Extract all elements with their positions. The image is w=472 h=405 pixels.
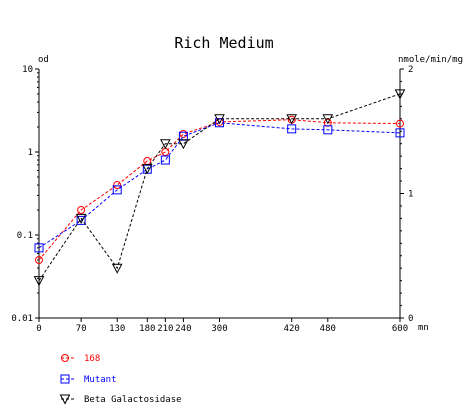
x-tick-label: 130 <box>109 324 125 334</box>
axes: 0.01 0.1 1 10 0 1 2 0 70 130 180 210 240 300 420 480 600 <box>11 65 413 334</box>
chart-title: Rich Medium <box>174 34 273 52</box>
data-point-mutant <box>323 125 333 135</box>
data-point-mutant <box>112 185 122 195</box>
data-point-beta-galactosidase <box>111 263 123 274</box>
data-point-mutant <box>160 155 170 165</box>
data-point-168 <box>113 181 122 190</box>
legend-item: Mutant <box>60 374 117 385</box>
y-axis-left-label: od <box>38 55 49 65</box>
data-point-beta-galactosidase <box>394 89 406 100</box>
x-tick-label: 180 <box>139 324 155 334</box>
data-point-mutant <box>34 243 44 253</box>
y-right-tick-label: 1 <box>408 190 413 200</box>
data-point-mutant <box>60 374 70 384</box>
series-beta-galactosidase <box>33 89 406 287</box>
data-point-mutant <box>395 128 405 138</box>
x-tick-label: 480 <box>320 324 336 334</box>
data-point-168 <box>35 255 43 264</box>
x-tick-label: 300 <box>211 324 227 334</box>
data-point-mutant <box>76 215 86 225</box>
data-point-168 <box>61 354 69 362</box>
data-point-beta-galactosidase <box>59 394 71 405</box>
legend-item: 168 <box>61 354 100 364</box>
y-left-tick-label: 10 <box>22 65 33 75</box>
legend-label: Mutant <box>84 375 117 385</box>
x-axis-label: mn <box>418 323 429 333</box>
x-tick-label: 240 <box>175 324 191 334</box>
legend-label: Beta Galactosidase <box>84 395 182 405</box>
data-point-168 <box>396 119 404 128</box>
data-point-mutant <box>287 124 297 134</box>
y-right-tick-label: 2 <box>408 65 413 75</box>
x-tick-label: 210 <box>157 324 173 334</box>
y-axis-right-label: nmole/min/mg <box>398 55 463 65</box>
data-point-168 <box>77 206 86 215</box>
data-point-beta-galactosidase <box>178 139 189 150</box>
data-point-beta-galactosidase <box>33 276 45 287</box>
data-point-beta-galactosidase <box>214 114 225 125</box>
y-right-tick-label: 0 <box>408 314 413 324</box>
data-point-beta-galactosidase <box>160 139 171 150</box>
data-point-beta-galactosidase <box>75 213 87 224</box>
series-line <box>38 93 401 281</box>
data-point-beta-galactosidase <box>141 164 153 175</box>
x-tick-label: 70 <box>76 324 87 334</box>
x-tick-label: 420 <box>284 324 300 334</box>
data-point-beta-galactosidase <box>286 114 298 125</box>
x-tick-label: 600 <box>392 324 408 334</box>
data-point-beta-galactosidase <box>322 114 334 125</box>
data-point-168 <box>179 129 188 138</box>
series-168 <box>35 115 404 264</box>
data-point-mutant <box>215 118 224 128</box>
y-left-tick-label: 0.1 <box>17 231 33 241</box>
series-line <box>38 122 401 249</box>
series-layer <box>33 89 406 287</box>
y-left-tick-label: 0.01 <box>11 314 33 324</box>
data-point-mutant <box>178 131 188 141</box>
legend-item: Beta Galactosidase <box>59 394 182 405</box>
series-line <box>38 119 401 261</box>
y-left-tick-label: 1 <box>28 148 33 158</box>
series-mutant <box>34 118 405 253</box>
legend: 168 Mutant Beta Galactosidase <box>59 354 182 405</box>
legend-label: 168 <box>84 354 100 364</box>
x-tick-label: 0 <box>36 324 41 334</box>
